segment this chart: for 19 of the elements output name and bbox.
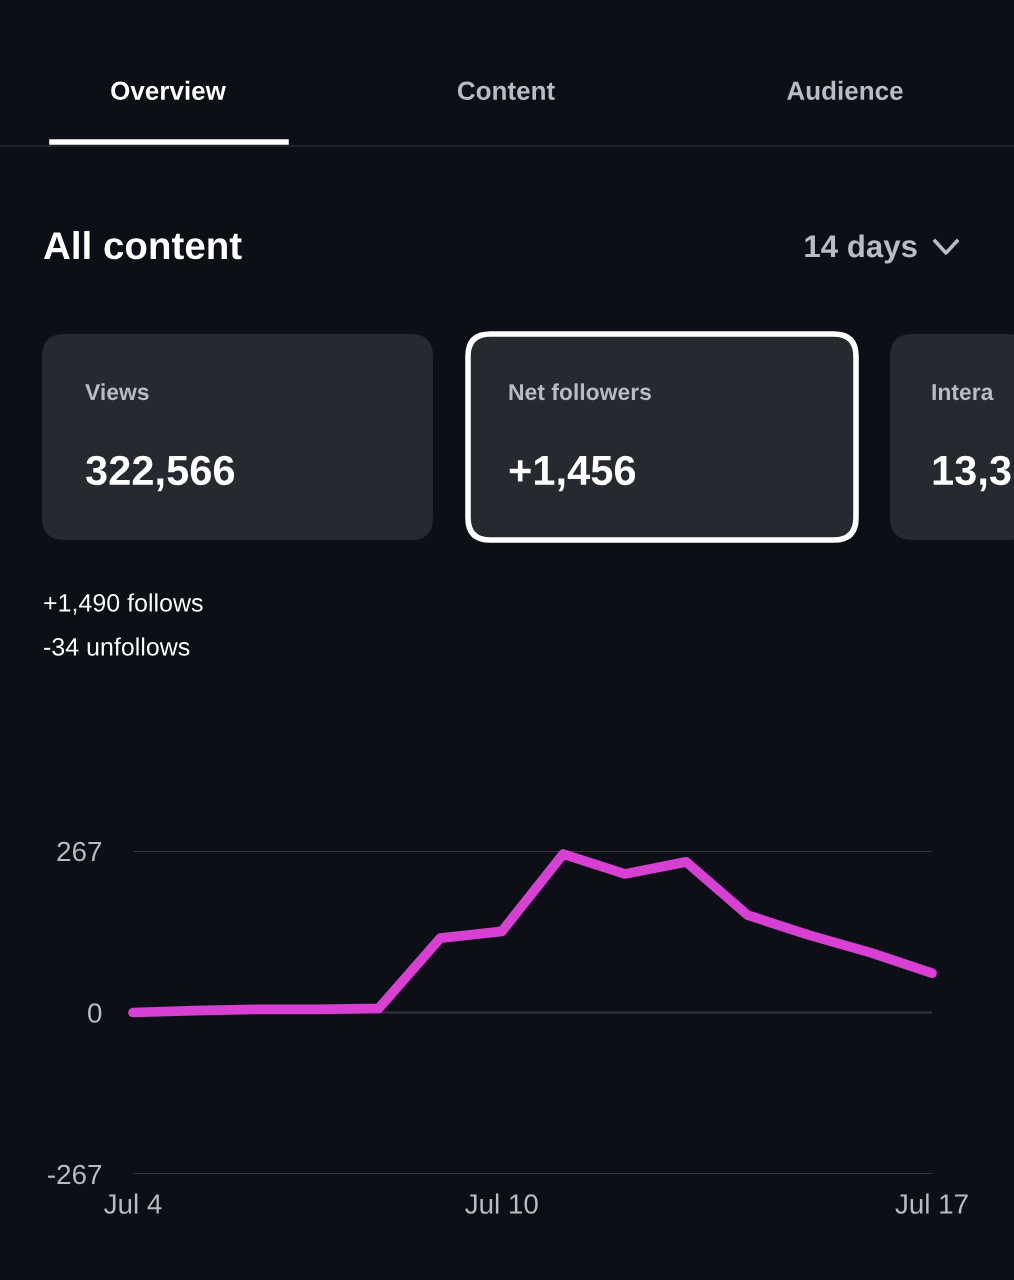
y-tick-label: 267: [57, 841, 102, 862]
text: 14 days: [805, 234, 917, 264]
text: Audience: [787, 80, 903, 100]
text: Content: [457, 81, 555, 100]
y-tick-label: -267: [48, 1164, 102, 1185]
y-tick-label: 0: [88, 1003, 102, 1023]
text: +1,490 follows: [44, 593, 203, 615]
text: All content: [43, 231, 242, 260]
text: Intera: [932, 384, 994, 401]
text: Views: [85, 383, 149, 401]
text: 322,566: [85, 455, 235, 492]
text: +1,456: [509, 455, 636, 492]
x-tick-label: Jul 17: [895, 1193, 968, 1214]
text: 13,3: [933, 455, 1011, 492]
x-tick-label: Jul 10: [465, 1193, 538, 1214]
x-tick-label: Jul 4: [104, 1193, 162, 1214]
text: Overview: [111, 80, 226, 100]
text: Net followers: [509, 383, 651, 401]
text: -34 unfollows: [44, 637, 190, 656]
